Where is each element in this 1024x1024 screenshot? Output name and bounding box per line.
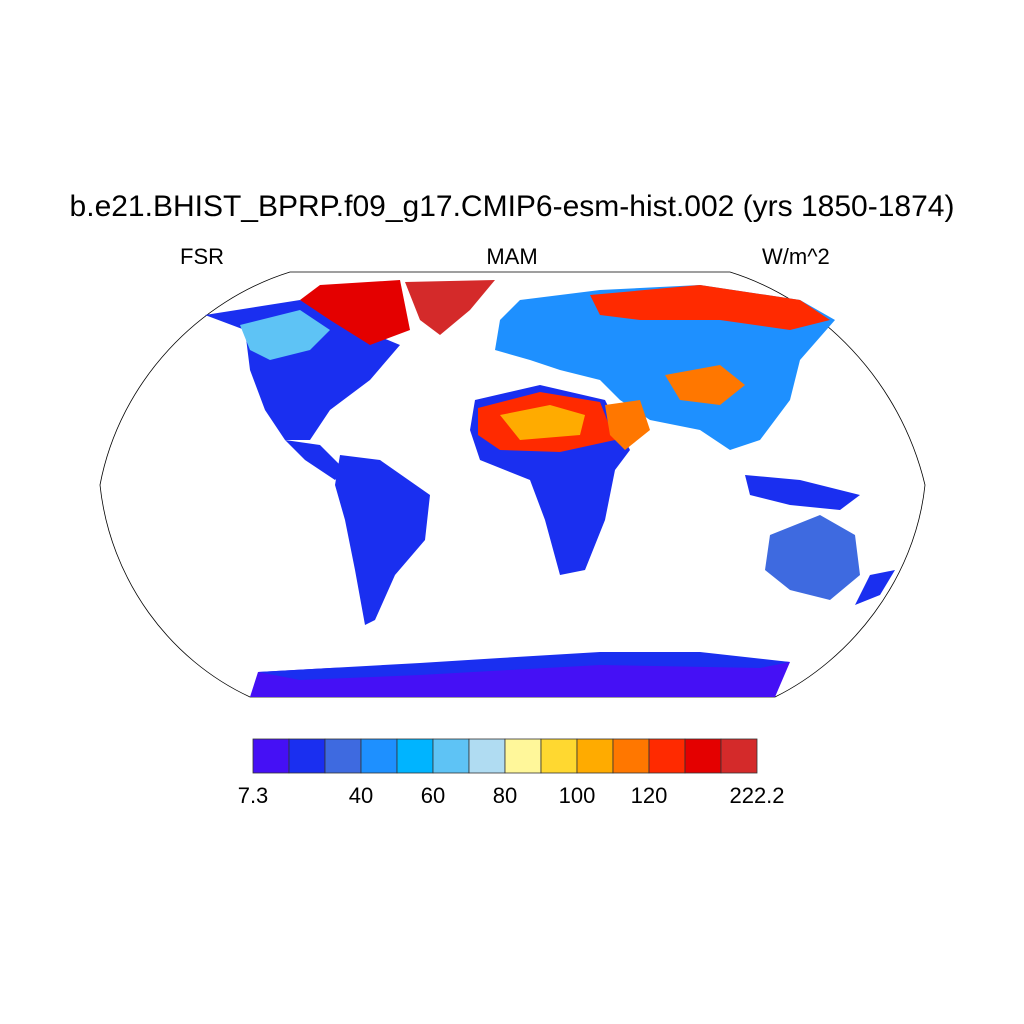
colorbar-box bbox=[612, 738, 650, 774]
left-string: FSR bbox=[180, 244, 224, 269]
eurasia bbox=[495, 285, 835, 450]
colorbar-box bbox=[324, 738, 362, 774]
colorbar-box bbox=[720, 738, 758, 774]
colorbar bbox=[252, 738, 758, 774]
arabia bbox=[605, 400, 650, 450]
colorbar-box bbox=[432, 738, 470, 774]
colorbar-label: 7.3 bbox=[237, 783, 269, 808]
antarctica-coast bbox=[258, 652, 790, 680]
colorbar-label: 80 bbox=[492, 783, 518, 808]
australia bbox=[765, 515, 860, 600]
new-zealand bbox=[855, 570, 895, 605]
colorbar-box bbox=[540, 738, 578, 774]
colorbar-box bbox=[684, 738, 722, 774]
colorbar-box bbox=[360, 738, 398, 774]
colorbar-box bbox=[396, 738, 434, 774]
central-america bbox=[285, 440, 345, 480]
colorbar-box bbox=[576, 738, 614, 774]
colorbar-box bbox=[252, 738, 290, 774]
colorbar-label: 222.2 bbox=[729, 783, 785, 808]
colorbar-label: 100 bbox=[558, 783, 596, 808]
south-america bbox=[335, 455, 430, 625]
greenland bbox=[405, 280, 495, 335]
tibet bbox=[665, 365, 745, 405]
colorbar-label: 120 bbox=[630, 783, 668, 808]
right-string: W/m^2 bbox=[762, 244, 830, 269]
colorbar-box bbox=[468, 738, 506, 774]
colorbar-label: 60 bbox=[420, 783, 446, 808]
colorbar-label: 40 bbox=[348, 783, 374, 808]
plot-title: b.e21.BHIST_BPRP.f09_g17.CMIP6-esm-hist.… bbox=[69, 190, 955, 223]
maritime-continent bbox=[745, 475, 860, 510]
colorbar-box bbox=[648, 738, 686, 774]
north-america-north bbox=[240, 310, 330, 360]
colorbar-box bbox=[504, 738, 542, 774]
center-string: MAM bbox=[486, 244, 538, 269]
canadian-arctic bbox=[300, 280, 410, 345]
siberia bbox=[590, 285, 830, 330]
sahara-center bbox=[500, 405, 585, 440]
map bbox=[99, 271, 926, 698]
colorbar-box bbox=[288, 738, 326, 774]
